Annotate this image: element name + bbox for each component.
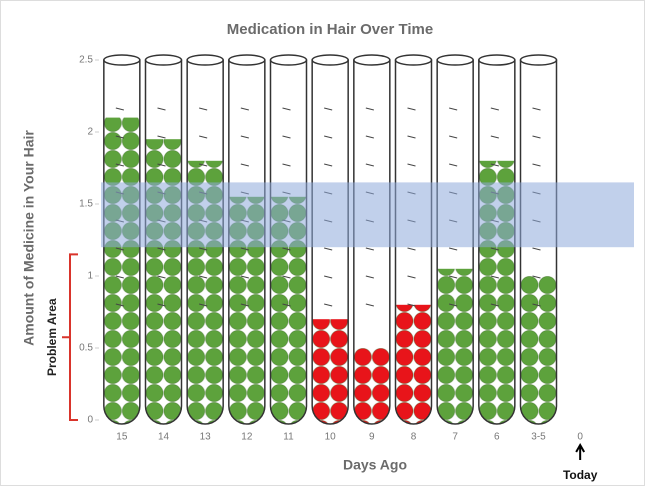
x-tick-label: 7 xyxy=(452,432,458,443)
y-tick-label: 0 xyxy=(87,415,93,426)
tube-fill xyxy=(312,319,348,424)
problem-label: Problem Area xyxy=(45,298,59,376)
x-axis-label: Days Ago xyxy=(343,457,407,473)
today-label: Today xyxy=(563,468,598,482)
x-tick-label: 10 xyxy=(325,432,337,443)
y-tick-label: 1.5 xyxy=(79,199,93,210)
tube-fill xyxy=(354,348,390,424)
chart-title: Medication in Hair Over Time xyxy=(227,21,433,38)
target-band xyxy=(101,182,634,247)
y-axis-label: Amount of Medicine in Your Hair xyxy=(21,130,37,346)
x-tick-label: 6 xyxy=(494,432,500,443)
chart: Medication in Hair Over Time Days Ago Am… xyxy=(0,0,645,486)
tube-fill xyxy=(521,276,557,424)
x-tick-label: 13 xyxy=(200,432,212,443)
x-tick-label: 12 xyxy=(241,432,253,443)
tube-fill xyxy=(396,305,432,424)
y-tick-label: 2.5 xyxy=(79,55,93,66)
y-tick-label: 1 xyxy=(87,271,93,282)
x-tick-label: 3-5 xyxy=(531,432,546,443)
y-tick-label: 2 xyxy=(87,127,93,138)
x-tick-label: 15 xyxy=(116,432,128,443)
tube-fill xyxy=(437,269,473,424)
tube-fill xyxy=(146,139,182,424)
x-tick-label: 14 xyxy=(158,432,170,443)
x-tick-label: 8 xyxy=(411,432,417,443)
y-tick-label: 0.5 xyxy=(79,343,93,354)
x-tick-label: 0 xyxy=(577,432,583,443)
x-tick-label: 9 xyxy=(369,432,375,443)
x-tick-label: 11 xyxy=(283,432,294,443)
tube-fill xyxy=(104,118,140,424)
